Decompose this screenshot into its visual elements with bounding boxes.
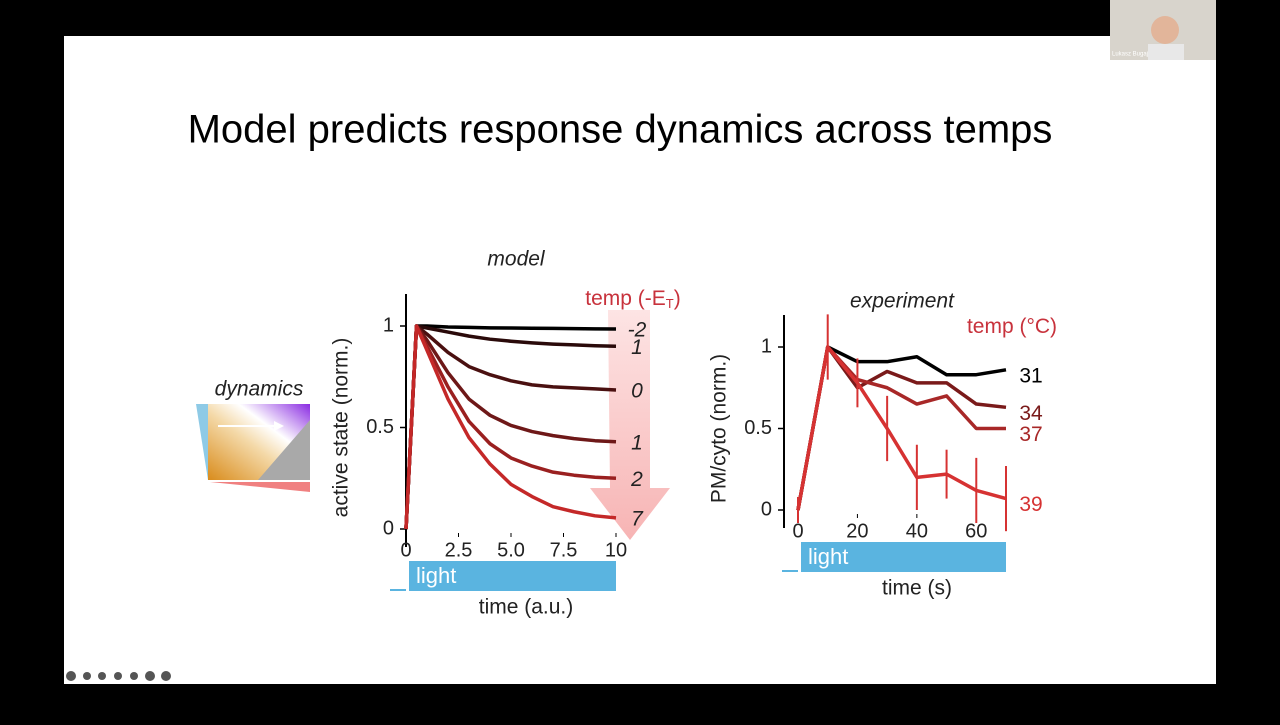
toolbar-icon[interactable] — [114, 672, 122, 680]
chart-title: experiment — [850, 290, 955, 313]
toolbar[interactable] — [66, 671, 171, 681]
x-tick-label: 20 — [846, 520, 868, 542]
series-label: 1 — [631, 431, 643, 454]
x-tick-label: 60 — [965, 520, 987, 542]
series-label: 39 — [1019, 493, 1042, 516]
light-bar — [801, 542, 1006, 572]
series-line — [404, 324, 617, 530]
legend-title-text: temp (°C) — [967, 315, 1057, 338]
chart-title: model — [487, 248, 546, 271]
x-tick-label: 10 — [605, 539, 627, 561]
light-bar — [409, 561, 616, 591]
toolbar-icon[interactable] — [83, 672, 91, 680]
y-tick-label: 1 — [761, 335, 772, 357]
series-line — [796, 345, 1007, 511]
toolbar-icon[interactable] — [66, 671, 76, 681]
inset-wedge — [196, 404, 208, 480]
toolbar-icon[interactable] — [145, 671, 155, 681]
x-tick-label: 0 — [792, 520, 803, 542]
y-tick-label: 0.5 — [366, 416, 394, 438]
inset-image-gray — [258, 420, 310, 480]
series-label: 37 — [1019, 423, 1042, 446]
series-line — [796, 345, 1007, 511]
series-line — [404, 324, 617, 530]
y-axis-label: active state (norm.) — [330, 338, 353, 518]
video-person-body — [1148, 44, 1184, 60]
y-axis-label: PM/cyto (norm.) — [708, 354, 731, 503]
x-axis-label: time (s) — [882, 577, 952, 600]
legend-title-sub: T — [666, 296, 674, 311]
inset-arrow-head — [274, 421, 284, 431]
x-tick-label: 0 — [400, 539, 411, 561]
legend-arrow — [590, 310, 670, 540]
legend-title-text: temp (-E — [585, 287, 666, 310]
series-label: 7 — [631, 507, 644, 530]
light-label: light — [416, 563, 456, 588]
series-label: 2 — [630, 468, 643, 491]
inset-wedge — [210, 482, 310, 492]
series-label: 34 — [1019, 402, 1043, 425]
y-tick-label: 0 — [383, 517, 394, 539]
series-label: 0 — [631, 379, 643, 402]
series-label: 1 — [631, 336, 643, 359]
y-tick-label: 0.5 — [744, 417, 772, 439]
toolbar-icon[interactable] — [130, 672, 138, 680]
video-person — [1151, 16, 1179, 44]
legend-title-end: ) — [674, 287, 681, 310]
toolbar-icon[interactable] — [98, 672, 106, 680]
x-tick-label: 2.5 — [445, 539, 473, 561]
legend-title: temp (-ET) — [585, 287, 680, 312]
x-tick-label: 5.0 — [497, 539, 525, 561]
series-line — [404, 324, 617, 530]
y-tick-label: 1 — [383, 314, 394, 336]
series-label: 31 — [1019, 364, 1042, 387]
inset-label: dynamics — [215, 378, 304, 401]
series-line — [404, 324, 617, 530]
legend-title: temp (°C) — [967, 315, 1057, 338]
x-axis-label: time (a.u.) — [479, 596, 574, 619]
video-name: Lukasz Bugaj — [1112, 52, 1148, 58]
y-tick-label: 0 — [761, 498, 772, 520]
x-tick-label: 7.5 — [550, 539, 578, 561]
toolbar-icon[interactable] — [161, 671, 171, 681]
series-label: -2 — [628, 319, 647, 342]
slide-title: Model predicts response dynamics across … — [188, 108, 1053, 152]
light-label: light — [808, 544, 848, 569]
x-tick-label: 40 — [906, 520, 928, 542]
